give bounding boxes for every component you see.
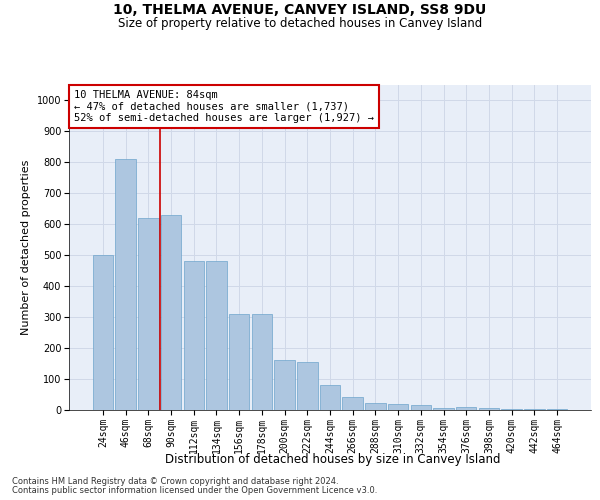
- Bar: [274, 360, 295, 410]
- Bar: [297, 362, 317, 410]
- Bar: [320, 385, 340, 410]
- Text: Size of property relative to detached houses in Canvey Island: Size of property relative to detached ho…: [118, 18, 482, 30]
- Bar: [206, 262, 227, 410]
- Bar: [229, 314, 250, 410]
- Bar: [161, 215, 181, 410]
- Bar: [502, 409, 522, 410]
- Text: Contains HM Land Registry data © Crown copyright and database right 2024.: Contains HM Land Registry data © Crown c…: [12, 478, 338, 486]
- Bar: [388, 404, 409, 410]
- Bar: [184, 262, 204, 410]
- Bar: [547, 409, 567, 410]
- Bar: [93, 255, 113, 410]
- Text: 10, THELMA AVENUE, CANVEY ISLAND, SS8 9DU: 10, THELMA AVENUE, CANVEY ISLAND, SS8 9D…: [113, 2, 487, 16]
- Bar: [343, 396, 363, 410]
- Bar: [138, 218, 158, 410]
- Bar: [479, 408, 499, 410]
- Bar: [115, 160, 136, 410]
- Text: Contains public sector information licensed under the Open Government Licence v3: Contains public sector information licen…: [12, 486, 377, 495]
- Bar: [456, 407, 476, 410]
- Bar: [251, 314, 272, 410]
- Bar: [524, 409, 545, 410]
- Bar: [410, 405, 431, 410]
- Bar: [433, 408, 454, 410]
- Y-axis label: Number of detached properties: Number of detached properties: [22, 160, 31, 335]
- Text: Distribution of detached houses by size in Canvey Island: Distribution of detached houses by size …: [165, 452, 501, 466]
- Bar: [365, 403, 386, 410]
- Text: 10 THELMA AVENUE: 84sqm
← 47% of detached houses are smaller (1,737)
52% of semi: 10 THELMA AVENUE: 84sqm ← 47% of detache…: [74, 90, 374, 123]
